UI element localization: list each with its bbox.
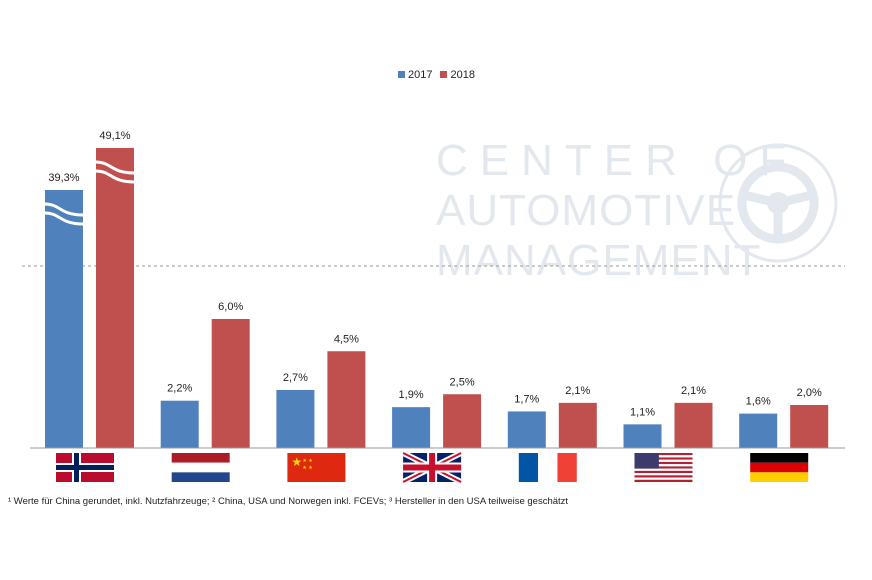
data-label: 1,6% [746,396,771,408]
footnote: ¹ Werte für China gerundet, inkl. Nutzfa… [8,496,569,507]
svg-text:★ ★: ★ ★ [302,458,313,464]
watermark-line: MANAGEMENT [436,236,762,285]
data-label: 39,3% [48,172,79,184]
bar-2017-usa [623,424,662,448]
flag-germany-icon [750,453,809,482]
flag-netherlands-icon [171,453,230,482]
axis-break-mark [95,160,135,175]
watermark-line: CENTER OF [436,136,799,185]
svg-text:★: ★ [291,455,302,469]
legend-swatch [440,71,448,78]
bar-2018-united-kingdom [443,394,482,448]
legend-label: 2018 [450,69,475,81]
axis-break-mark [95,169,135,184]
flag-united-kingdom-icon [401,450,463,485]
legend-swatch [398,71,405,78]
data-label: 2,5% [450,376,475,388]
bar-2018-china [327,351,366,448]
data-label: 6,0% [218,301,243,313]
data-label: 2,1% [565,385,590,397]
data-label: 2,1% [681,385,706,397]
legend-item-2018: 2018 [440,69,475,81]
bar-2018-usa [674,402,713,448]
axis-break-mark [44,211,84,226]
data-label: 4,5% [334,333,359,345]
data-label: 1,7% [514,393,539,405]
bar-2018-france [558,402,597,448]
bar-2018-netherlands [211,319,250,448]
bar-2017-france [507,411,546,448]
flag-usa-icon [634,453,693,482]
data-label: 2,2% [167,383,192,395]
data-label: 2,0% [797,387,822,399]
bar-2017-united-kingdom [392,407,431,448]
bar-2017-norway [45,190,83,449]
legend-item-2017: 2017 [398,69,432,81]
flag-france-icon [518,453,577,482]
bar-2017-china [276,389,315,448]
watermark-logo: CENTER OF AUTOMOTIVE MANAGEMENT [436,136,798,286]
legend-label: 2017 [408,69,433,81]
data-label: 2,7% [283,372,308,384]
legend: 2017 2018 [398,69,475,81]
flag-china-icon: ★ ★ ★★ ★ [287,453,346,482]
axis-break-mark [44,202,84,217]
svg-text:★ ★: ★ ★ [302,465,313,471]
data-label: 49,1% [99,130,130,142]
steering-wheel-seal-icon [718,143,838,263]
bar-2018-germany [790,405,829,448]
data-label: 1,1% [630,406,655,418]
bar-2017-germany [739,413,778,448]
bar-2018-norway [96,147,134,448]
watermark-line: AUTOMOTIVE [436,186,737,235]
data-label: 1,9% [399,389,424,401]
bar-2017-netherlands [160,400,199,448]
flag-norway-icon [56,453,114,482]
